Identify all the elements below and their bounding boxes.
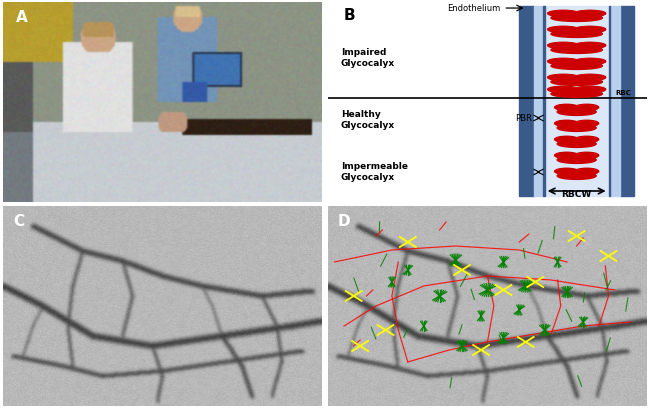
Text: C: C [13,214,24,229]
Bar [619,6,634,196]
Ellipse shape [574,86,606,93]
Ellipse shape [557,124,596,131]
Text: Healthy
Glycocalyx: Healthy Glycocalyx [341,110,395,130]
Ellipse shape [547,74,579,80]
Ellipse shape [575,120,599,126]
Ellipse shape [551,14,603,22]
Ellipse shape [575,136,599,142]
Bar [519,6,534,196]
Bar [543,6,545,196]
Text: RBC: RBC [615,90,630,96]
Text: Impermeable
Glycocalyx: Impermeable Glycocalyx [341,162,408,182]
Ellipse shape [554,104,578,111]
Text: Impaired
Glycocalyx: Impaired Glycocalyx [341,48,395,68]
Ellipse shape [575,152,599,158]
Ellipse shape [551,78,603,85]
Ellipse shape [547,86,579,93]
Ellipse shape [575,104,599,111]
Ellipse shape [554,136,578,142]
Bar [608,6,619,196]
Ellipse shape [557,172,596,180]
Ellipse shape [547,26,579,33]
Bar [545,6,608,196]
Ellipse shape [554,152,578,158]
Text: Endothelium: Endothelium [447,4,501,13]
Ellipse shape [547,58,579,64]
Text: B: B [344,8,356,23]
Ellipse shape [574,26,606,33]
Ellipse shape [574,74,606,80]
Ellipse shape [551,90,603,98]
Bar [608,6,610,196]
Ellipse shape [551,46,603,53]
Ellipse shape [551,62,603,69]
Ellipse shape [575,168,599,175]
Ellipse shape [554,168,578,175]
Text: D: D [338,214,350,229]
Text: RBCW: RBCW [562,190,592,199]
Ellipse shape [557,140,596,147]
Ellipse shape [547,42,579,49]
Ellipse shape [547,10,579,16]
Text: PBR: PBR [515,113,532,122]
Ellipse shape [557,108,596,115]
Ellipse shape [574,10,606,16]
Ellipse shape [557,156,596,164]
Ellipse shape [574,58,606,64]
Bar [534,6,545,196]
Ellipse shape [551,30,603,38]
Ellipse shape [574,42,606,49]
Text: A: A [16,10,28,25]
Ellipse shape [554,120,578,126]
